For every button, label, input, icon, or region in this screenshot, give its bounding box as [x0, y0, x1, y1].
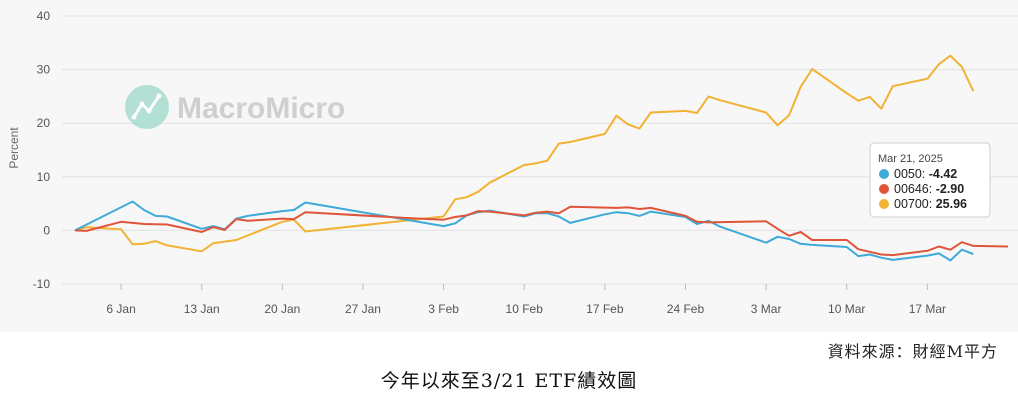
- series-line-00646: [74, 205, 1009, 257]
- x-tick-label: 3 Mar: [751, 302, 782, 316]
- tooltip-box: [869, 142, 991, 218]
- y-axis: -10 0 10 20 30 40: [33, 9, 51, 291]
- x-tick-label: 10 Mar: [828, 302, 865, 316]
- y-tick-label: 10: [37, 170, 51, 184]
- macromicro-logo-icon: [125, 85, 169, 129]
- x-tick-label: 10 Feb: [506, 302, 544, 316]
- y-tick-label: 0: [43, 223, 50, 237]
- y-tick-label: 20: [37, 116, 51, 130]
- y-tick-label: 30: [37, 63, 51, 77]
- tooltip-row: 00646: -2.90: [894, 182, 964, 196]
- legend-marker-icon: [879, 184, 889, 194]
- x-tick-label: 24 Feb: [667, 302, 705, 316]
- tooltip-date: Mar 21, 2025: [878, 153, 943, 165]
- series-lines: [74, 54, 1009, 262]
- tooltip-row: 0050: -4.42: [894, 167, 957, 181]
- y-tick-label: 40: [37, 9, 51, 23]
- x-tick-label: 17 Feb: [586, 302, 624, 316]
- legend-marker-icon: [879, 199, 889, 209]
- chart-area: -10 0 10 20 30 40 6 Jan 13 Jan 20 Jan 27 Jan 3 Fe…: [7, 9, 1018, 316]
- series-line-00700: [74, 54, 975, 253]
- watermark-text: MacroMicro: [177, 92, 345, 125]
- x-tick-label: 6 Jan: [106, 302, 135, 316]
- watermark: MacroMicro: [125, 85, 345, 129]
- x-tick-label: 3 Feb: [428, 302, 459, 316]
- x-tick-label: 20 Jan: [264, 302, 300, 316]
- y-axis-label: Percent: [7, 127, 21, 169]
- source-note: 資料來源：財經M平方: [827, 342, 998, 361]
- tooltip-series-name: 0050:: [894, 167, 929, 181]
- performance-line-chart: -10 0 10 20 30 40 6 Jan 13 Jan 20 Jan 27 Jan 3 Fe…: [7, 9, 1018, 316]
- tooltip-series-value: -2.90: [936, 182, 965, 196]
- legend-marker-icon: [879, 169, 889, 179]
- grid: [62, 15, 1018, 285]
- x-tick-label: 27 Jan: [345, 302, 381, 316]
- tooltip-series-name: 00700:: [894, 197, 936, 211]
- y-tick-label: -10: [33, 277, 51, 291]
- x-axis: 6 Jan 13 Jan 20 Jan 27 Jan 3 Feb 10 Feb 17 Feb…: [106, 284, 946, 316]
- tooltip-series-name: 00646:: [894, 182, 936, 196]
- tooltip-series-value: -4.42: [929, 167, 958, 181]
- x-tick-label: 17 Mar: [909, 302, 946, 316]
- tooltip-row: 00700: 25.96: [894, 197, 967, 211]
- figure-caption: 今年以來至3/21 ETF績效圖: [380, 370, 638, 392]
- series-line-0050: [74, 200, 974, 262]
- tooltip-series-value: 25.96: [936, 197, 967, 211]
- x-tick-label: 13 Jan: [184, 302, 220, 316]
